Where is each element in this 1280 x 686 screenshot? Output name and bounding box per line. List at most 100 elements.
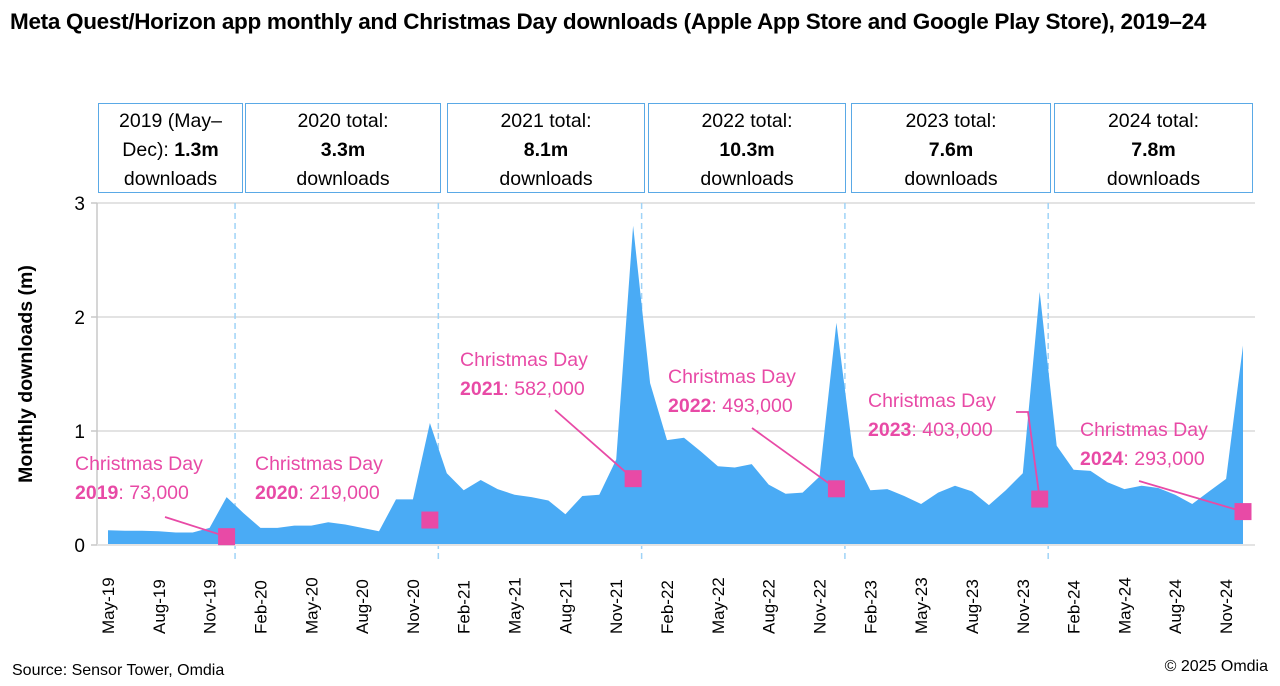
year-box-unit: downloads	[904, 168, 998, 190]
x-tick-labels: May-19 Aug-19 Nov-19 Feb-20 May-20 Aug-20 Nov-…	[99, 577, 1236, 634]
x-tick-label: Feb-20	[251, 580, 270, 634]
annotation-year: 2019	[75, 482, 119, 504]
year-box-total: 7.8m	[1131, 139, 1176, 161]
annotation-value: : 582,000	[503, 378, 584, 400]
year-total-box: 2021 total: 8.1m downloads	[447, 103, 645, 193]
x-tick-label: Nov-20	[404, 579, 423, 634]
year-box-unit: downloads	[296, 168, 390, 190]
year-box-unit: downloads	[499, 168, 593, 190]
area-series	[108, 225, 1243, 546]
christmas-annotation: Christmas Day 2023: 403,000	[868, 390, 1049, 508]
year-box-heading: 2021 total:	[500, 110, 592, 132]
christmas-annotation: Christmas Day 2020: 219,000	[255, 453, 439, 529]
y-tick-labels: 0 1 2 3	[74, 194, 97, 557]
annotation-year: 2021	[460, 378, 504, 400]
year-box-heading: 2019 (May–	[119, 110, 222, 132]
annotation-label-line1: Christmas Day	[255, 453, 383, 475]
copyright-note: © 2025 Omdia	[1164, 658, 1268, 675]
x-tick-label: Nov-23	[1014, 579, 1033, 634]
annotation-label-line2: 2023: 403,000	[868, 419, 993, 441]
x-tick-label: Feb-24	[1065, 580, 1084, 634]
x-tick-label: May-21	[506, 577, 525, 634]
annotation-year: 2020	[255, 482, 299, 504]
annotation-label-line1: Christmas Day	[75, 453, 203, 475]
axes	[96, 203, 1255, 546]
annotation-label-line2: 2020: 219,000	[255, 482, 380, 504]
christmas-day-marker	[624, 470, 642, 488]
year-box-total: 8.1m	[523, 139, 569, 161]
annotation-label-line2: 2019: 73,000	[75, 482, 189, 504]
x-tick-label: Feb-22	[658, 580, 677, 634]
annotation-label-line1: Christmas Day	[668, 366, 796, 388]
annotation-label-line1: Christmas Day	[460, 349, 588, 371]
christmas-annotation: Christmas Day 2019: 73,000	[75, 453, 236, 546]
christmas-day-marker	[421, 511, 439, 529]
annotation-year: 2024	[1080, 448, 1124, 470]
x-tick-label: Nov-22	[810, 579, 829, 634]
x-tick-label: Aug-20	[353, 579, 372, 634]
christmas-annotation: Christmas Day 2021: 582,000	[460, 349, 642, 488]
annotation-label-line2: 2021: 582,000	[460, 378, 585, 400]
year-box-total: 7.6m	[928, 139, 974, 161]
christmas-day-marker	[827, 480, 845, 498]
year-box-total: 10.3m	[719, 139, 775, 161]
year-total-box: 2024 total: 7.8m downloads	[1054, 103, 1253, 193]
annotation-leader-line	[164, 516, 227, 538]
x-tick-label: May-24	[1115, 577, 1134, 634]
year-total-box: 2020 total: 3.3m downloads	[245, 103, 441, 193]
x-tick-label: Nov-24	[1217, 579, 1236, 634]
x-tick-label: Feb-21	[455, 580, 474, 634]
y-tick-label: 1	[74, 422, 85, 443]
x-tick-label: Aug-23	[963, 579, 982, 634]
x-tick-label: Aug-19	[150, 579, 169, 634]
x-tick-label: May-20	[302, 577, 321, 634]
y-tick-label: 3	[74, 194, 85, 215]
annotation-leader-line	[554, 409, 634, 480]
y-tick-label: 0	[74, 536, 85, 557]
christmas-annotation: Christmas Day 2024: 293,000	[1080, 419, 1252, 521]
year-total-box: 2019 (May– Dec): 1.3m downloads	[98, 103, 243, 193]
annotation-leader-line	[1138, 480, 1244, 513]
annotation-value: : 403,000	[911, 419, 992, 441]
year-box-unit: downloads	[1106, 168, 1201, 190]
x-tick-label: May-23	[912, 577, 931, 634]
annotation-label-line2: 2022: 493,000	[668, 395, 793, 417]
year-box-heading: 2024 total:	[1107, 110, 1200, 132]
x-tick-label: Nov-19	[201, 579, 220, 634]
year-total-box: 2023 total: 7.6m downloads	[851, 103, 1051, 193]
x-tick-label: May-22	[709, 577, 728, 634]
annotation-value: : 493,000	[711, 395, 792, 417]
annotation-year: 2022	[668, 395, 712, 417]
year-box-unit: downloads	[700, 168, 794, 190]
christmas-annotations: Christmas Day 2019: 73,000 Christmas Day 20…	[75, 349, 1252, 546]
y-tick-label: 2	[74, 308, 85, 329]
year-box-heading: 2023 total:	[905, 110, 997, 132]
x-tick-label: Nov-21	[607, 579, 626, 634]
annotation-value: : 73,000	[118, 482, 189, 504]
year-box-total: Dec): 1.3m	[122, 139, 219, 161]
source-note: Source: Sensor Tower, Omdia	[12, 662, 225, 679]
christmas-day-marker	[1234, 503, 1252, 521]
christmas-annotation: Christmas Day 2022: 493,000	[668, 366, 845, 498]
year-box-heading: 2020 total:	[297, 110, 389, 132]
x-tick-label: Feb-23	[861, 580, 880, 634]
x-tick-label: Aug-21	[556, 579, 575, 634]
year-box-unit: downloads	[123, 168, 218, 190]
annotation-label-line2: 2024: 293,000	[1080, 448, 1205, 470]
annotation-leader-line	[1016, 411, 1041, 500]
x-tick-label: Aug-22	[760, 579, 779, 634]
annotation-label-line1: Christmas Day	[1080, 419, 1208, 441]
year-total-box: 2022 total: 10.3m downloads	[648, 103, 846, 193]
x-tick-label: May-19	[99, 577, 118, 634]
x-tick-label: Aug-24	[1166, 579, 1185, 634]
annotation-year: 2023	[868, 419, 912, 441]
chart-title: Meta Quest/Horizon app monthly and Chris…	[10, 9, 1207, 34]
area-fill	[108, 225, 1243, 546]
annotation-value: : 293,000	[1123, 448, 1204, 470]
year-box-total: 3.3m	[320, 139, 366, 161]
christmas-day-marker	[1031, 490, 1049, 508]
y-axis-label: Monthly downloads (m)	[15, 265, 37, 483]
annotation-leader-line	[751, 427, 837, 490]
annotation-label-line1: Christmas Day	[868, 390, 996, 412]
